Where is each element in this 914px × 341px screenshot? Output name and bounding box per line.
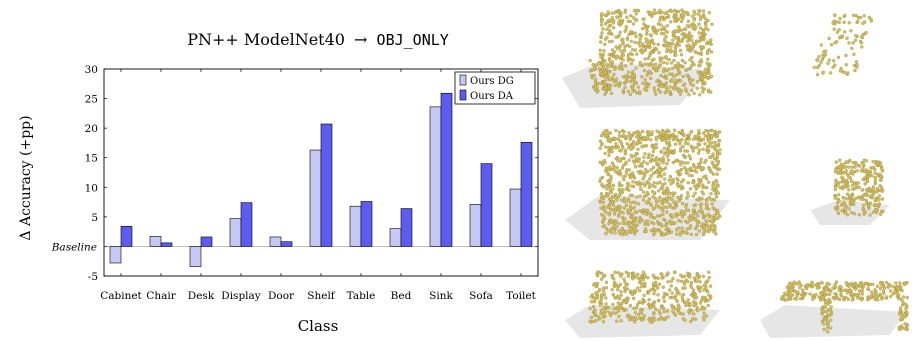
legend-swatch-ours-da <box>459 89 467 101</box>
sparse-point-cloud-icon <box>812 13 873 77</box>
y-tick-label: 5 <box>91 212 98 224</box>
x-tick-label-cabinet: Cabinet <box>100 290 142 302</box>
bar-ours-dg-chair <box>149 236 162 247</box>
bar-ours-dg-sofa <box>469 204 482 247</box>
x-tick-label-bed: Bed <box>391 290 412 302</box>
x-tick-label-table: Table <box>347 290 376 302</box>
bar-ours-dg-bed <box>389 228 402 247</box>
x-tick-label-desk: Desk <box>188 290 215 302</box>
bar-chart: PN++ ModelNet40 → OBJ_ONLY Δ Accuracy (+… <box>18 30 539 335</box>
legend: Ours DG Ours DA <box>454 71 536 105</box>
bar-ours-da-cabinet <box>120 226 133 247</box>
chart-title-suffix: OBJ_ONLY <box>377 31 449 49</box>
cabinet-box-point-cloud-icon <box>565 128 730 240</box>
bar-ours-dg-shelf <box>309 149 322 247</box>
y-tick-label: 25 <box>85 94 98 106</box>
point-cloud-figure <box>562 8 909 338</box>
y-ticks: -5 5 10 15 20 25 30 <box>85 64 538 283</box>
bar-ours-dg-table <box>349 205 362 247</box>
small-cabinet-point-cloud-icon <box>810 158 890 225</box>
bar-ours-da-display <box>240 202 253 247</box>
chart-title: PN++ ModelNet40 → OBJ_ONLY <box>187 30 449 49</box>
x-tick-label-toilet: Toilet <box>506 290 536 302</box>
y-tick-label: 15 <box>85 153 98 165</box>
legend-box <box>454 71 536 105</box>
baseline-label: Baseline <box>51 241 97 253</box>
x-tick-label-sink: Sink <box>429 290 453 302</box>
x-axis-label: Class <box>298 317 339 335</box>
bar-ours-da-bed <box>400 208 413 247</box>
bars-layer <box>109 92 533 267</box>
bar-ours-da-sofa <box>480 163 493 247</box>
y-tick-label: 20 <box>85 123 98 135</box>
bar-ours-da-chair <box>160 242 173 247</box>
y-tick-label: -5 <box>88 271 98 283</box>
bar-ours-da-desk <box>200 236 213 247</box>
bar-ours-da-shelf <box>320 123 333 247</box>
x-tick-label-door: Door <box>268 290 295 302</box>
legend-swatch-ours-dg <box>459 74 467 86</box>
bar-ours-dg-toilet <box>509 188 522 247</box>
bar-ours-dg-cabinet <box>109 246 122 264</box>
bar-ours-da-sink <box>440 92 453 247</box>
x-ticks: Cabinet Chair Desk Display Door Shelf Table Bed… <box>100 69 537 302</box>
bar-ours-da-table <box>360 201 373 247</box>
bar-ours-da-toilet <box>520 142 533 247</box>
y-axis-label: Δ Accuracy (+pp) <box>18 115 34 240</box>
bookshelf-point-cloud-icon <box>562 8 714 108</box>
legend-label-ours-da: Ours DA <box>470 91 514 102</box>
x-tick-label-shelf: Shelf <box>307 290 336 302</box>
x-tick-label-chair: Chair <box>146 290 176 302</box>
legend-label-ours-dg: Ours DG <box>470 76 514 87</box>
chart-title-arrow: → <box>354 30 367 49</box>
x-tick-label-display: Display <box>221 290 261 302</box>
bar-ours-dg-door <box>269 236 282 247</box>
low-box-point-cloud-icon <box>565 270 720 338</box>
y-tick-label: 30 <box>85 64 98 76</box>
chart-title-prefix: PN++ ModelNet40 <box>187 30 345 49</box>
x-tick-label-sofa: Sofa <box>469 290 493 302</box>
bar-ours-dg-desk <box>189 246 202 267</box>
table-point-cloud-icon <box>760 280 909 338</box>
y-tick-label: 10 <box>85 182 98 194</box>
bar-ours-da-door <box>280 241 293 247</box>
bar-ours-dg-display <box>229 218 242 247</box>
bar-ours-dg-sink <box>429 106 442 247</box>
